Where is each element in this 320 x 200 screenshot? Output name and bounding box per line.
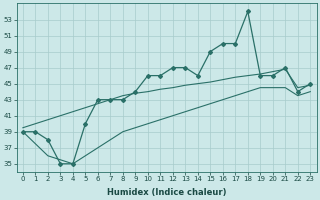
X-axis label: Humidex (Indice chaleur): Humidex (Indice chaleur) — [107, 188, 226, 197]
